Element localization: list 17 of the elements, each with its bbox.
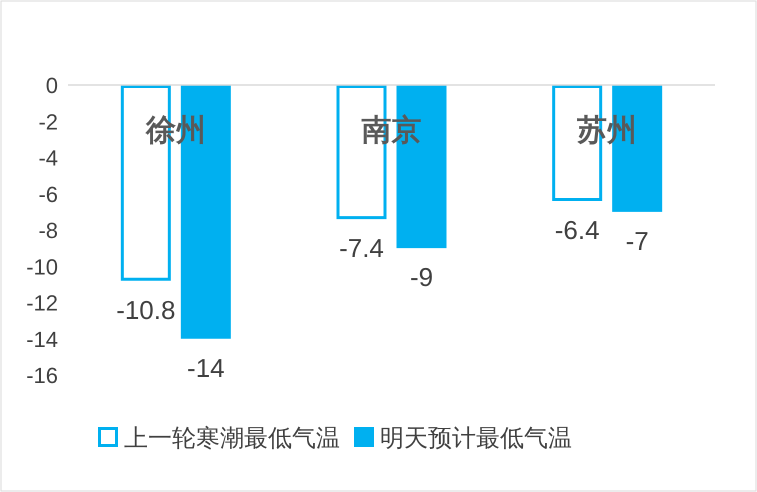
data-label: -7 [626, 226, 649, 256]
y-tick-label: -2 [38, 109, 58, 134]
data-label: -7.4 [339, 233, 384, 264]
y-tick-label: -14 [26, 326, 58, 352]
y-tick-label: -12 [26, 290, 58, 316]
legend-label: 明天预计最低气温 [380, 425, 572, 452]
data-label: -10.8 [116, 294, 176, 325]
y-tick-label: 0 [46, 73, 58, 98]
y-tick-label: -16 [26, 363, 58, 388]
data-label: -6.4 [554, 215, 600, 245]
legend-label: 上一轮寒潮最低气温 [124, 425, 340, 452]
data-label: -9 [410, 262, 434, 292]
y-tick-label: -8 [38, 218, 58, 243]
y-tick-label: -10 [26, 254, 58, 280]
y-tick-label: -4 [38, 146, 58, 170]
y-tick-label: -6 [38, 182, 58, 207]
data-label: -14 [187, 352, 225, 383]
